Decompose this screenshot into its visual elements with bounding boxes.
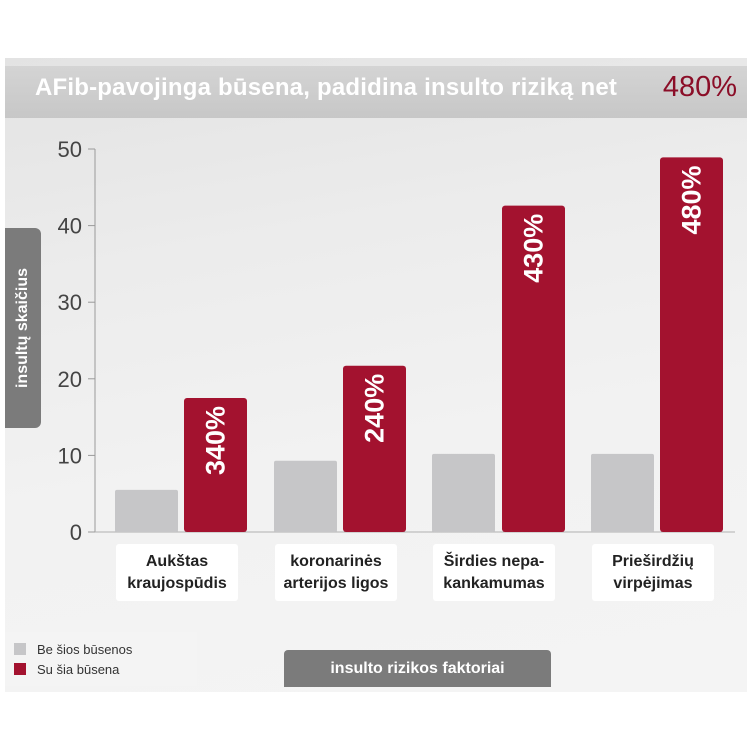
- bar-with: [660, 157, 723, 532]
- bar-without: [274, 460, 337, 532]
- legend-label-without: Be šios būsenos: [37, 641, 133, 657]
- legend: Be šios būsenos Su šia būsena: [5, 632, 197, 686]
- legend-item-with: Su šia būsena: [14, 661, 119, 677]
- bar-without: [115, 489, 178, 532]
- category-label-text: Aukštas kraujospūdis: [127, 551, 227, 595]
- category-label-line: koronarinės: [290, 552, 382, 570]
- legend-label-with: Su šia būsena: [37, 661, 120, 677]
- bar-with: [343, 365, 406, 532]
- title-bar: AFib-pavojinga būsena, padidina insulto …: [5, 66, 747, 118]
- category-label-line: Širdies nepa-: [443, 552, 545, 570]
- bar-value-label: 430%: [519, 214, 549, 283]
- bar-value-label: 340%: [201, 406, 231, 475]
- category-label: Širdies nepa-kankamumas: [433, 544, 555, 601]
- category-label-text: Širdies nepa-kankamumas: [443, 551, 544, 595]
- category-label-line: virpėjimas: [613, 574, 693, 592]
- category-label: Prieširdžių virpėjimas: [592, 544, 714, 601]
- legend-item-without: Be šios būsenos: [14, 641, 132, 657]
- category-label: Aukštas kraujospūdis: [116, 544, 238, 601]
- bar-value-label: 240%: [360, 374, 390, 443]
- category-label-line: arterijos ligos: [283, 574, 389, 592]
- legend-swatch-without: [14, 643, 26, 655]
- y-axis-label-tab: [5, 228, 41, 428]
- bar-with: [502, 205, 565, 532]
- y-tick-label: 40: [58, 214, 82, 239]
- y-tick-label: 0: [70, 520, 82, 545]
- category-label: koronarinės arterijos ligos: [275, 544, 397, 601]
- chart-title: AFib-pavojinga būsena, padidina insulto …: [35, 74, 618, 101]
- category-label-text: koronarinės arterijos ligos: [284, 551, 389, 595]
- legend-swatch-with: [14, 663, 26, 675]
- category-label-line: kraujospūdis: [127, 574, 227, 592]
- x-axis-label: insulto rizikos faktoriai: [284, 650, 551, 687]
- y-tick-label: 10: [58, 443, 82, 468]
- category-label-line: Prieširdžių: [612, 552, 694, 570]
- category-label-line: kankamumas: [443, 574, 545, 592]
- chart-title-highlight: 480%: [662, 71, 737, 103]
- bar-value-label: 480%: [677, 165, 707, 234]
- bar-with: [184, 397, 247, 532]
- y-tick-label: 50: [58, 137, 82, 162]
- category-label-text: Prieširdžių virpėjimas: [612, 551, 694, 595]
- y-tick-label: 30: [58, 290, 82, 315]
- category-label-line: Aukštas: [145, 552, 209, 570]
- bar-without: [591, 453, 654, 532]
- y-tick-label: 20: [58, 367, 82, 392]
- bar-without: [432, 453, 495, 532]
